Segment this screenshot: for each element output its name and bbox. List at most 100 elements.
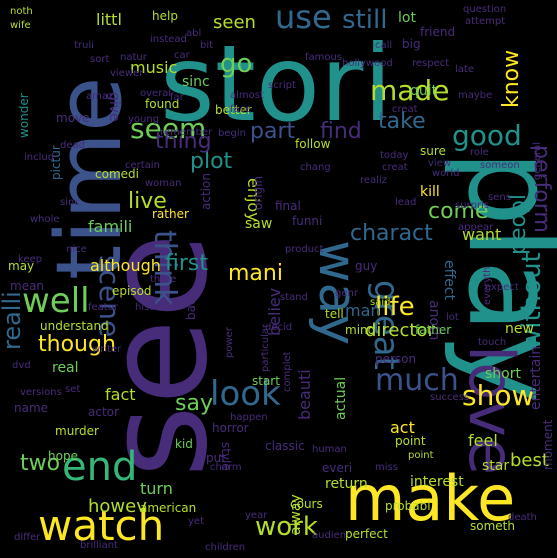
cloud-word-138: dead: [60, 140, 85, 151]
cloud-word-87: happen: [230, 412, 268, 423]
cloud-word-122: noth: [10, 6, 33, 17]
cloud-word-75: found: [145, 97, 179, 111]
cloud-word-116: classic: [265, 439, 305, 453]
cloud-word-174: respect: [412, 58, 449, 69]
cloud-word-94: cours: [290, 497, 323, 511]
cloud-word-39: live: [128, 189, 167, 214]
cloud-word-85: start: [252, 374, 280, 388]
cloud-word-145: differ: [14, 532, 41, 543]
cloud-word-92: alway: [288, 494, 304, 535]
cloud-word-180: includ: [24, 152, 54, 163]
cloud-word-88: american: [140, 501, 196, 515]
cloud-word-6: watch: [38, 501, 164, 550]
cloud-word-111: name: [14, 401, 48, 415]
cloud-word-121: point: [408, 450, 434, 461]
cloud-word-129: face: [230, 104, 251, 115]
cloud-word-99: episod: [112, 284, 152, 298]
cloud-word-106: probabl: [385, 499, 431, 513]
cloud-word-163: creat: [382, 162, 408, 173]
cloud-word-55: interest: [410, 474, 464, 490]
cloud-word-101: final: [275, 199, 301, 213]
cloud-word-177: question: [463, 4, 506, 15]
cloud-word-24: go: [220, 49, 252, 79]
cloud-word-137: death: [508, 512, 537, 523]
cloud-word-107: someth: [470, 519, 515, 533]
cloud-word-147: children: [205, 542, 245, 553]
cloud-word-72: littl: [96, 10, 122, 29]
cloud-word-96: mind: [345, 323, 375, 337]
cloud-word-141: success: [430, 392, 469, 403]
cloud-word-134: set: [65, 384, 80, 395]
cloud-word-184: sens: [488, 192, 511, 203]
cloud-word-115: back: [184, 291, 198, 320]
cloud-word-103: everi: [322, 461, 352, 475]
cloud-word-143: everyth: [482, 266, 493, 305]
cloud-word-132: keep: [18, 254, 42, 265]
cloud-word-35: take: [378, 109, 426, 134]
cloud-word-5: make: [345, 462, 515, 535]
cloud-word-61: effect: [441, 260, 457, 301]
cloud-word-57: turn: [140, 479, 173, 498]
cloud-word-196: touch: [478, 337, 506, 348]
cloud-word-14: made: [370, 74, 449, 107]
cloud-word-48: best: [510, 450, 549, 471]
cloud-word-151: power: [224, 326, 235, 358]
cloud-word-71: wonder: [17, 93, 31, 138]
cloud-word-76: better: [215, 103, 252, 117]
cloud-word-81: funni: [292, 214, 322, 228]
cloud-word-98: understand: [40, 319, 109, 333]
cloud-word-188: lead: [395, 197, 416, 208]
cloud-word-7: end: [62, 444, 137, 490]
cloud-word-108: hope: [48, 449, 78, 463]
cloud-word-77: follow: [295, 137, 331, 151]
cloud-word-125: young: [128, 114, 159, 125]
cloud-word-73: help: [152, 9, 178, 23]
cloud-word-84: person: [375, 352, 416, 366]
cloud-word-36: come: [428, 199, 489, 224]
cloud-word-64: although: [90, 256, 161, 275]
cloud-word-30: realli: [0, 291, 26, 350]
cloud-word-102: origin: [251, 176, 265, 210]
cloud-word-10: well: [22, 281, 90, 321]
cloud-word-139: entertain: [528, 346, 544, 410]
cloud-word-17: much: [375, 363, 459, 398]
cloud-word-109: move: [56, 111, 90, 125]
cloud-word-95: father: [415, 323, 451, 337]
cloud-word-67: sinc: [182, 74, 210, 90]
cloud-word-89: horror: [212, 421, 249, 435]
cloud-word-110: real: [52, 360, 79, 376]
cloud-word-153: truli: [74, 40, 94, 51]
cloud-word-148: brilliant: [80, 540, 118, 551]
cloud-word-93: style: [219, 442, 233, 471]
cloud-word-51: perform: [529, 145, 554, 233]
cloud-word-152: natur: [120, 52, 148, 63]
cloud-word-31: peopl: [506, 194, 531, 255]
cloud-word-27: mani: [228, 261, 283, 286]
cloud-word-154: instead: [150, 34, 187, 45]
cloud-word-187: realiz: [360, 175, 387, 186]
cloud-word-194: surpris: [455, 200, 489, 211]
cloud-word-33: part: [250, 119, 295, 144]
cloud-word-34: find: [320, 119, 362, 144]
cloud-word-26: first: [165, 251, 208, 276]
cloud-word-74: quit: [410, 83, 438, 99]
cloud-word-126: remember: [160, 127, 213, 138]
cloud-word-185: someon: [480, 160, 520, 171]
cloud-word-161: late: [455, 64, 474, 75]
cloud-word-155: abl: [186, 28, 201, 39]
cloud-word-113: pictur: [49, 145, 63, 180]
cloud-word-21: two: [20, 451, 60, 476]
cloud-word-11: look: [210, 374, 281, 414]
cloud-word-165: maybe: [458, 90, 492, 101]
cloud-word-183: nice: [66, 244, 87, 255]
cloud-word-179: certain: [125, 160, 160, 171]
cloud-word-159: hollywood: [342, 58, 393, 69]
cloud-word-199: particular: [260, 323, 271, 372]
cloud-word-112: actor: [88, 405, 119, 419]
cloud-word-146: appear: [458, 222, 494, 233]
cloud-word-49: star: [482, 458, 509, 474]
cloud-word-124: woman: [145, 178, 182, 189]
cloud-word-66: point: [395, 434, 426, 448]
cloud-word-193: three: [150, 274, 176, 285]
cloud-word-189: view: [428, 158, 451, 169]
